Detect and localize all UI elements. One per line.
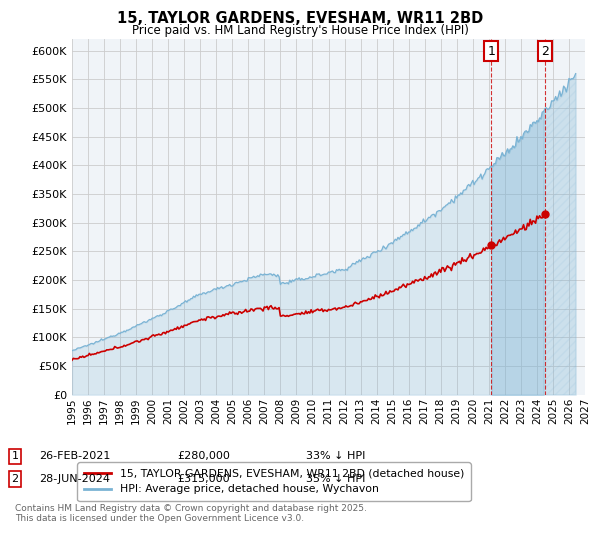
Text: 35% ↓ HPI: 35% ↓ HPI bbox=[306, 474, 365, 484]
Text: £280,000: £280,000 bbox=[177, 451, 230, 461]
Text: Price paid vs. HM Land Registry's House Price Index (HPI): Price paid vs. HM Land Registry's House … bbox=[131, 24, 469, 36]
Text: 26-FEB-2021: 26-FEB-2021 bbox=[39, 451, 110, 461]
Text: 1: 1 bbox=[11, 451, 19, 461]
Text: Contains HM Land Registry data © Crown copyright and database right 2025.
This d: Contains HM Land Registry data © Crown c… bbox=[15, 504, 367, 524]
Text: 1: 1 bbox=[487, 45, 495, 58]
Text: 28-JUN-2024: 28-JUN-2024 bbox=[39, 474, 110, 484]
Text: £315,000: £315,000 bbox=[177, 474, 230, 484]
Text: 2: 2 bbox=[11, 474, 19, 484]
Text: 15, TAYLOR GARDENS, EVESHAM, WR11 2BD: 15, TAYLOR GARDENS, EVESHAM, WR11 2BD bbox=[117, 11, 483, 26]
Text: 33% ↓ HPI: 33% ↓ HPI bbox=[306, 451, 365, 461]
Legend: 15, TAYLOR GARDENS, EVESHAM, WR11 2BD (detached house), HPI: Average price, deta: 15, TAYLOR GARDENS, EVESHAM, WR11 2BD (d… bbox=[77, 463, 470, 501]
Text: 2: 2 bbox=[541, 45, 548, 58]
